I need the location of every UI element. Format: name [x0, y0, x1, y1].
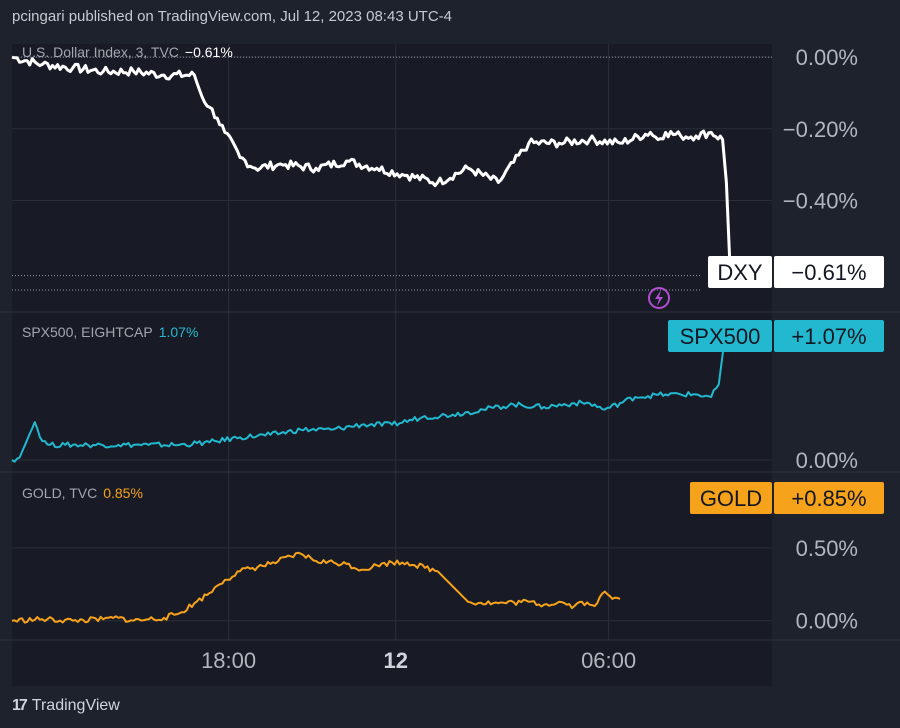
dxy-tag-value-bg: [774, 256, 884, 288]
dxy-y-tick-label: −0.20%: [783, 117, 858, 142]
spx-panel-title: SPX500, EIGHTCAP 1.07%: [22, 324, 198, 340]
gold-tag-value: +0.85%: [791, 486, 866, 511]
dxy-tag-name-bg: [708, 256, 772, 288]
gold-y-tick-label: 0.50%: [796, 536, 858, 561]
gold-title: GOLD, TVC: [22, 485, 98, 501]
gold-y-tick-label: 0.00%: [796, 609, 858, 634]
gold-price-tag: GOLD +0.85%: [690, 482, 884, 514]
spx-tag-name: SPX500: [680, 324, 761, 349]
gold-price-line: [11, 551, 621, 624]
plot-background: [12, 44, 772, 686]
lightning-icon: [648, 287, 670, 309]
spx-price-tag: SPX500 +1.07%: [668, 320, 884, 352]
spx-tag-value-bg: [774, 320, 884, 352]
gold-panel-title: GOLD, TVC 0.85%: [22, 485, 143, 501]
tradingview-logo-icon: 17: [12, 697, 28, 714]
time-tick-label: 18:00: [201, 648, 256, 673]
gold-change: 0.85%: [103, 485, 143, 501]
dxy-tag-value: −0.61%: [791, 260, 866, 285]
dxy-price-tag: DXY −0.61%: [708, 256, 884, 288]
spx-price-line: [11, 322, 735, 463]
gold-tag-value-bg: [774, 482, 884, 514]
event-icon-bolt: [655, 290, 663, 306]
dxy-tag-name: DXY: [717, 260, 763, 285]
spx-tag-name-bg: [668, 320, 772, 352]
dxy-price-line: [11, 55, 735, 278]
time-tick-label: 12: [384, 648, 408, 673]
spx-change: 1.07%: [158, 324, 199, 340]
spx-title: SPX500, EIGHTCAP: [22, 324, 153, 340]
footer-brand: TradingView: [31, 697, 120, 714]
time-tick-label: 06:00: [581, 648, 636, 673]
tradingview-footer[interactable]: 17 TradingView: [12, 697, 120, 715]
gold-tag-name: GOLD: [700, 486, 762, 511]
dxy-y-tick-label: 0.00%: [796, 45, 858, 70]
dxy-change: −0.61%: [184, 44, 233, 60]
spx-tag-value: +1.07%: [791, 324, 866, 349]
dxy-panel-title: U.S. Dollar Index, 3, TVC −0.61%: [22, 44, 233, 60]
dxy-title: U.S. Dollar Index, 3, TVC: [22, 44, 179, 60]
publish-header: pcingari published on TradingView.com, J…: [12, 8, 452, 25]
event-icon-ring: [648, 287, 670, 309]
gold-tag-name-bg: [690, 482, 772, 514]
spx-y-tick-label: 0.00%: [796, 448, 858, 473]
dxy-y-tick-label: −0.40%: [783, 188, 858, 213]
